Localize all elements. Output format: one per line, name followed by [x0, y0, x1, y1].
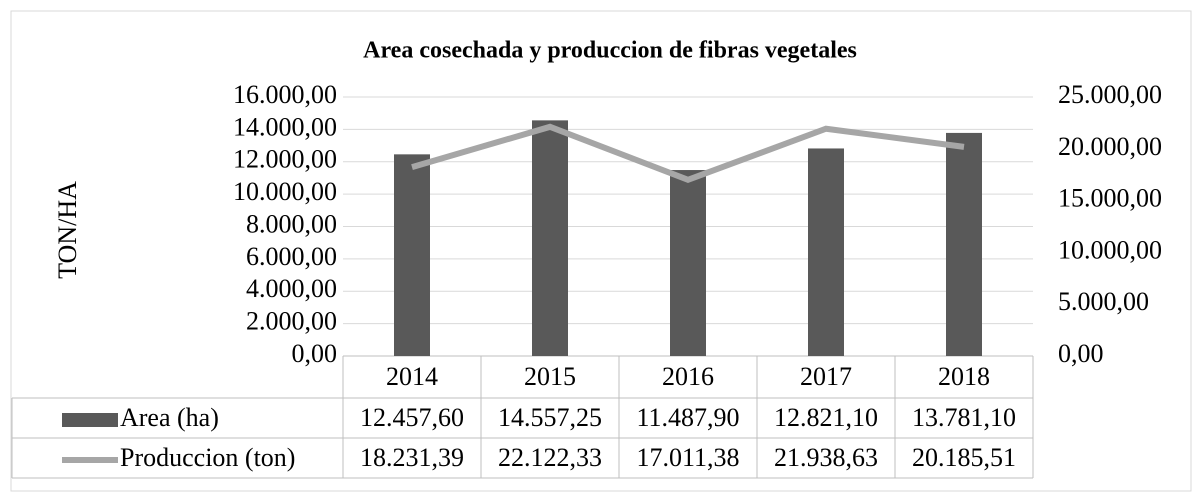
y2-tick-label: 25.000,00	[1058, 80, 1162, 109]
y-tick-label: 14.000,00	[233, 112, 337, 141]
y-axis-title: TON/HA	[53, 181, 82, 279]
y-tick-label: 4.000,00	[246, 274, 337, 303]
y-tick-label: 0,00	[292, 339, 338, 368]
table-value: 21.938,63	[774, 443, 878, 472]
y-tick-label: 8.000,00	[246, 209, 337, 238]
bar	[808, 148, 844, 356]
y-tick-label: 6.000,00	[246, 242, 337, 271]
x-tick-label: 2018	[938, 362, 990, 391]
x-tick-label: 2016	[662, 362, 714, 391]
y2-tick-label: 0,00	[1058, 339, 1104, 368]
y2-tick-label: 20.000,00	[1058, 132, 1162, 161]
x-tick-label: 2014	[386, 362, 438, 391]
y2-tick-label: 15.000,00	[1058, 184, 1162, 213]
y-tick-label: 10.000,00	[233, 177, 337, 206]
table-value: 13.781,10	[912, 403, 1016, 432]
bar	[670, 170, 706, 356]
bar	[532, 120, 568, 356]
bar	[946, 132, 982, 356]
table-value: 11.487,90	[636, 403, 739, 432]
y-tick-label: 12.000,00	[233, 145, 337, 174]
x-tick-label: 2015	[524, 362, 576, 391]
table-value: 20.185,51	[912, 443, 1016, 472]
y-tick-label: 2.000,00	[246, 307, 337, 336]
table-value: 17.011,38	[636, 443, 739, 472]
legend-key	[62, 413, 118, 427]
y2-tick-label: 10.000,00	[1058, 235, 1162, 264]
chart-border	[10, 10, 1192, 492]
table-value: 22.122,33	[498, 443, 602, 472]
y-tick-label: 16.000,00	[233, 80, 337, 109]
x-tick-label: 2017	[800, 362, 852, 391]
y2-tick-label: 5.000,00	[1058, 287, 1149, 316]
chart-title: Area cosechada y produccion de fibras ve…	[363, 38, 857, 64]
table-value: 14.557,25	[498, 403, 602, 432]
legend-label: Produccion (ton)	[120, 443, 295, 472]
legend-label: Area (ha)	[120, 403, 219, 432]
table-value: 12.457,60	[360, 403, 464, 432]
table-value: 12.821,10	[774, 403, 878, 432]
table-value: 18.231,39	[360, 443, 464, 472]
line	[411, 123, 965, 183]
bar	[394, 154, 430, 356]
